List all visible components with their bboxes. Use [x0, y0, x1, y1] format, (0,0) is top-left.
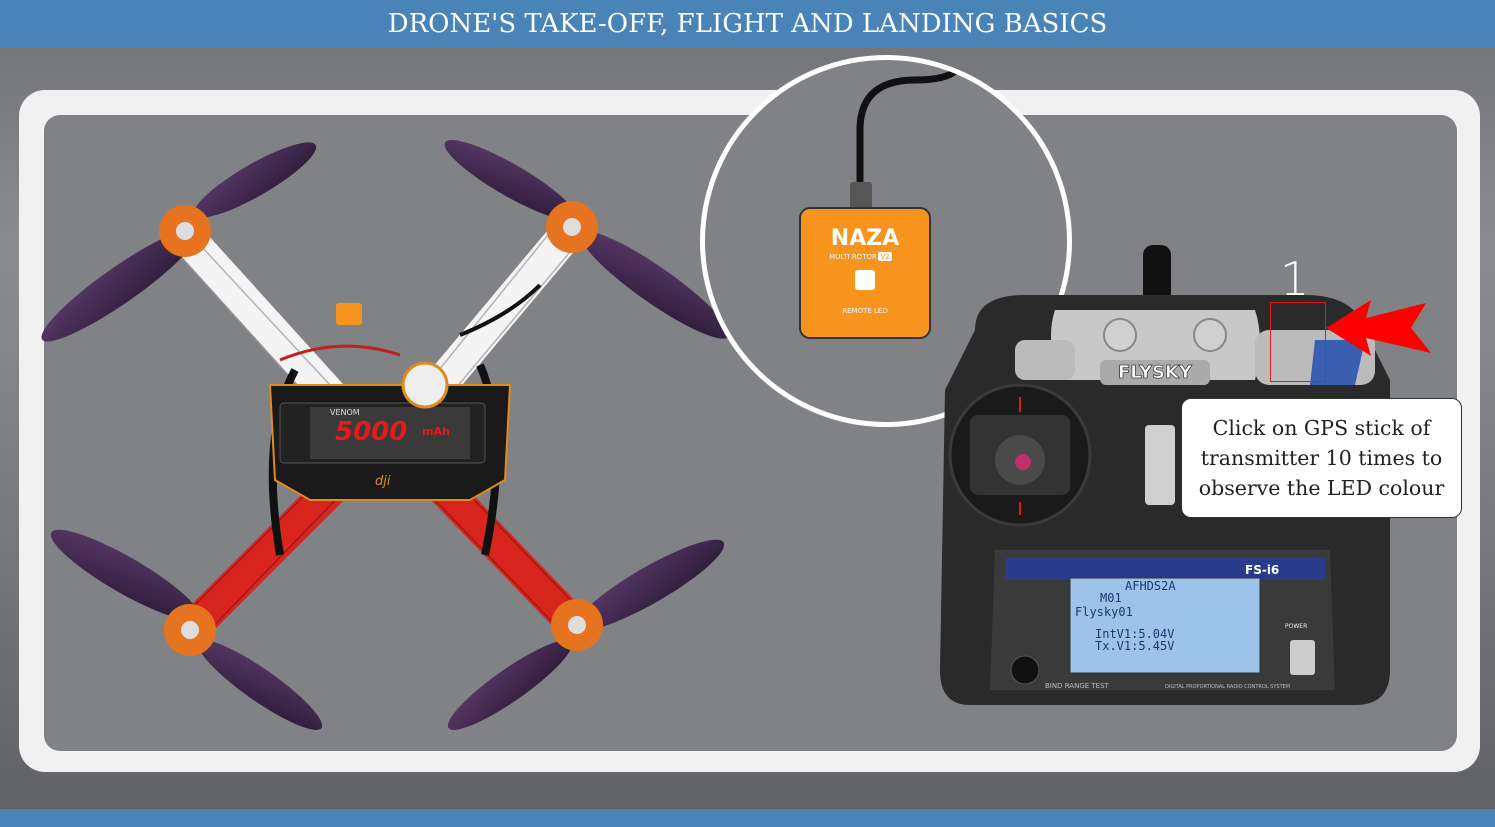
transmitter-footer-right: DIGITAL PROPORTIONAL RADIO CONTROL SYSTE… [1165, 684, 1290, 690]
power-label-text: POWER [1285, 623, 1307, 630]
step-number: 1 [1280, 252, 1310, 306]
battery-capacity-text: 5000 [335, 417, 407, 447]
screen-line-5: Tx.V1:5.45V [1095, 639, 1174, 653]
transmitter-model-text: FS-i6 [1245, 563, 1279, 577]
header-bar: DRONE'S TAKE-OFF, FLIGHT AND LANDING BAS… [0, 0, 1495, 47]
red-arrow-icon [1326, 300, 1431, 356]
screen-line-1: AFHDS2A [1125, 579, 1176, 593]
remote-led-image: NAZA MULTI ROTOR V2 REMOTE LED [799, 60, 964, 339]
naza-brand-text: NAZA [831, 226, 899, 251]
frame-logo-text: dji [375, 474, 391, 489]
gps-switch-hotspot[interactable] [1270, 302, 1326, 382]
page-title: DRONE'S TAKE-OFF, FLIGHT AND LANDING BAS… [387, 8, 1108, 39]
battery-unit-text: mAh [422, 425, 450, 438]
instruction-text: Click on GPS stick of transmitter 10 tim… [1198, 416, 1445, 500]
naza-led-label-text: REMOTE LED [842, 307, 887, 315]
screen-line-2: M01 [1100, 591, 1122, 605]
transmitter-image: FLYSKY FS-i6 AFHDS2A M01 Flysky01 IntV1:… [940, 245, 1390, 705]
naza-version-text: V2 [880, 253, 889, 261]
instruction-tooltip: Click on GPS stick of transmitter 10 tim… [1181, 398, 1462, 518]
screen-line-3: Flysky01 [1075, 605, 1133, 619]
screen-line-4: IntV1:5.04V [1095, 627, 1174, 641]
naza-subtitle-text: MULTI ROTOR [829, 253, 877, 261]
transmitter-footer-left: BIND RANGE TEST [1045, 682, 1110, 690]
transmitter-brand-text: FLYSKY [1118, 362, 1193, 383]
quadcopter-image: 5000 mAh VENOM dji [41, 140, 730, 730]
battery-brand-text: VENOM [330, 408, 360, 417]
footer-bar [0, 809, 1495, 827]
